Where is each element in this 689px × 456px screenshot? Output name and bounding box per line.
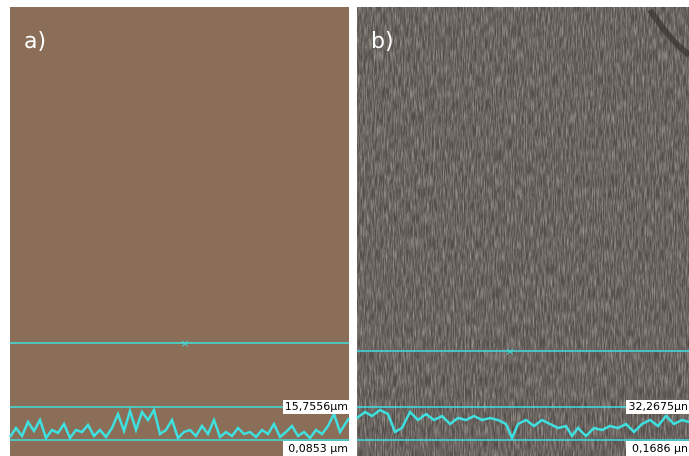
texture (357, 7, 689, 456)
panel-a: a) × 15,7556µm 0,0853 µm (10, 7, 349, 456)
max-height: 15,7556µm (285, 400, 348, 413)
min-height: 0,0853 µm (288, 442, 348, 455)
panel-label: a) (24, 29, 46, 54)
figure: a) × 15,7556µm 0,0853 µm b) × 32,2675µn … (0, 0, 689, 456)
min-height: 0,1686 µn (632, 442, 688, 455)
panel-label: b) (371, 29, 394, 54)
max-height: 32,2675µn (629, 400, 688, 413)
micrograph (10, 7, 349, 456)
panel-b: b) × 32,2675µn 0,1686 µn (357, 7, 689, 456)
scan-marker: × (180, 337, 189, 350)
scan-marker: × (505, 345, 514, 358)
